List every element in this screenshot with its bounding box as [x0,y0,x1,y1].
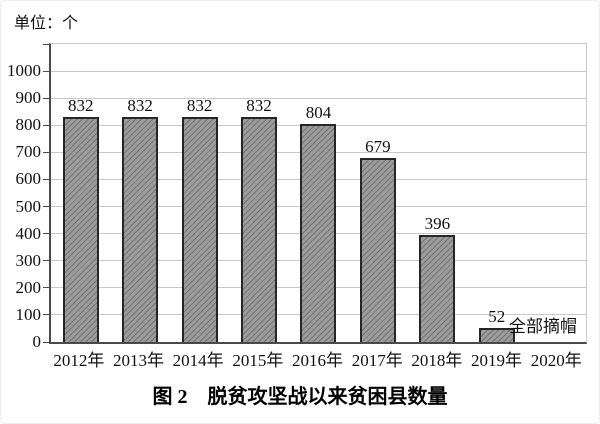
bar-2017年 [359,158,396,342]
y-tick-600 [43,178,49,180]
bar-2018年 [419,234,456,342]
y-tick-300 [43,260,49,262]
y-tick-label-100: 100 [15,304,42,324]
bar-value-label-2016年: 804 [305,103,332,123]
bar-value-label-2019年: 52 [488,306,506,326]
x-tick-label-2014年: 2014年 [172,351,224,370]
x-tick-label-2019年: 2019年 [471,351,523,370]
y-tick-label-0: 0 [32,332,42,351]
bar-slot-2014年: 832 [170,44,229,342]
x-tick-label-2013年: 2013年 [113,351,164,370]
y-tick-label-700: 700 [15,142,42,162]
x-axis-labels: 2012年 2013年 2014年 2015年 2016年 2017年 2018年 2019年… [49,346,586,371]
x-tick-label-2016年: 2016年 [292,351,344,370]
y-tick-label-600: 600 [15,169,42,189]
bar-value-label-2014年: 832 [186,95,213,115]
bar-2013年 [122,116,159,342]
bar-slot-2019年: 52 [467,44,526,342]
y-tick-200 [43,287,49,289]
bar-2015年 [241,116,278,342]
bar-slot-2020年 [527,44,586,342]
bar-slot-2012年: 832 [51,44,110,342]
x-tick-label-2015年: 2015年 [232,351,284,370]
bar-value-label-2013年: 832 [127,95,153,115]
y-tick-label-400: 400 [15,223,42,243]
bar-value-label-2015年: 832 [246,95,272,115]
bar-slot-2016年: 804 [289,44,348,342]
x-tick-label-2012年: 2012年 [53,351,105,370]
y-tick-label-900: 900 [15,88,42,108]
bar-value-label-2018年: 396 [424,213,451,233]
bars-layer: 832 832 832 832 804 679 396 52 [51,44,586,342]
y-tick-label-1000: 1000 [7,61,41,81]
y-tick-400 [43,233,49,235]
bar-slot-2015年: 832 [229,44,288,342]
y-tick-1100 [43,43,49,45]
bar-2014年 [181,116,218,342]
y-tick-500 [43,206,49,208]
bar-slot-2017年: 679 [348,44,407,342]
annotation-label: 全部摘帽 [509,317,577,336]
y-tick-700 [43,151,49,153]
y-tick-800 [43,124,49,126]
chart-title: 图 2 脱贫攻坚战以来贫困县数量 [152,386,448,408]
x-tick-label-2018年: 2018年 [411,351,463,370]
bar-2016年 [300,124,337,342]
y-tick-label-800: 800 [15,115,42,135]
bar-value-label-2017年: 679 [365,137,391,157]
x-tick-label-2017年: 2017年 [351,351,403,370]
y-tick-0 [43,341,49,343]
y-tick-label-300: 300 [15,250,42,270]
x-tick-label-2020年: 2020年 [530,351,582,370]
bar-2012年 [62,116,99,342]
y-tick-100 [43,314,49,316]
y-tick-label-200: 200 [15,277,42,297]
gridline-1000 [51,70,586,72]
y-tick-label-500: 500 [15,196,42,216]
bar-slot-2018年: 396 [408,44,467,342]
bar-2019年 [478,327,515,342]
y-tick-900 [43,97,49,99]
gridline-900 [51,97,586,99]
plot-area: 0 100 200 300 400 500 600 700 800 900 1000 832 832 8… [7,43,587,351]
y-tick-1000 [43,70,49,72]
unit-label: 单位：个 [14,15,79,32]
bar-value-label-2012年: 832 [67,95,94,115]
bar-slot-2013年: 832 [110,44,169,342]
